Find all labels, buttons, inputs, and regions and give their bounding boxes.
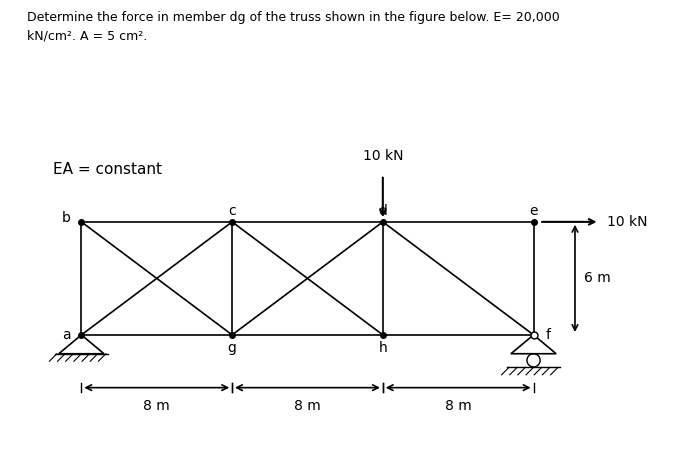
Text: f: f xyxy=(546,328,551,342)
Text: kN/cm². A = 5 cm².: kN/cm². A = 5 cm². xyxy=(27,29,147,42)
Text: e: e xyxy=(530,203,538,218)
Text: 6 m: 6 m xyxy=(584,271,611,286)
Text: EA = constant: EA = constant xyxy=(53,162,162,176)
Text: c: c xyxy=(228,203,236,218)
Text: d: d xyxy=(379,203,388,218)
Text: 8 m: 8 m xyxy=(445,399,471,413)
Text: 8 m: 8 m xyxy=(143,399,170,413)
Text: a: a xyxy=(62,328,71,342)
Text: 10 kN: 10 kN xyxy=(363,150,403,163)
Text: b: b xyxy=(62,211,71,225)
Text: g: g xyxy=(228,341,237,355)
Text: h: h xyxy=(379,341,387,355)
Text: 10 kN: 10 kN xyxy=(607,215,648,229)
Text: 8 m: 8 m xyxy=(294,399,321,413)
Text: Determine the force in member dg of the truss shown in the figure below. E= 20,0: Determine the force in member dg of the … xyxy=(27,11,560,24)
